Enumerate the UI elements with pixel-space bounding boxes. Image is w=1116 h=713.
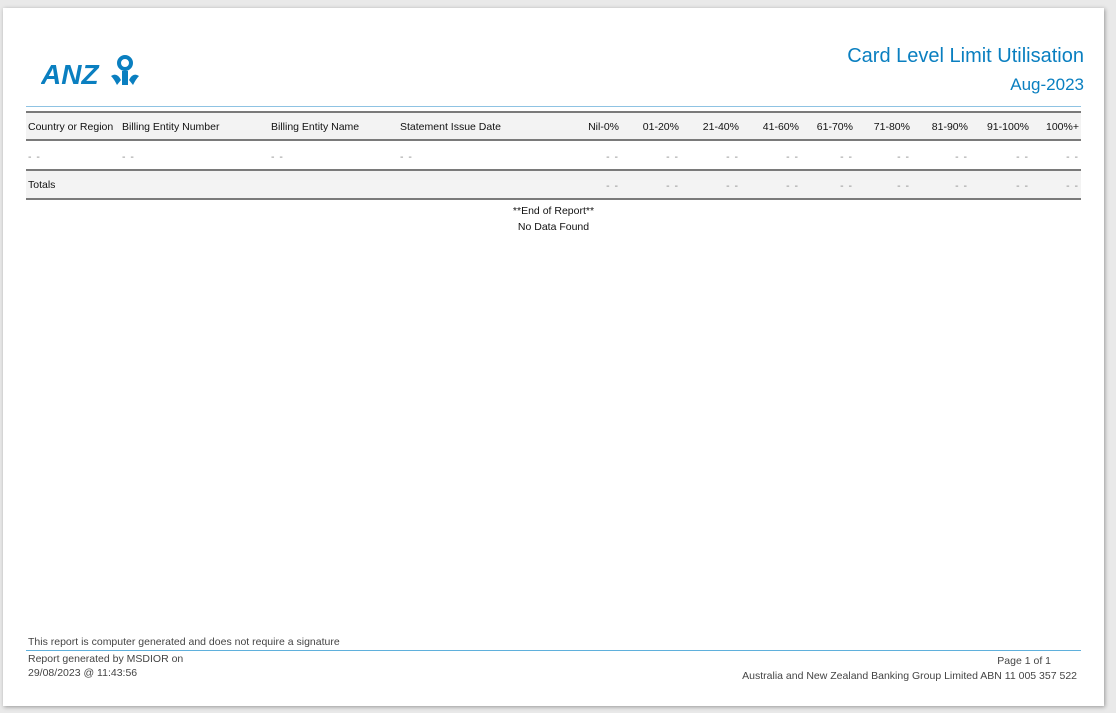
col-statement-issue-date: Statement Issue Date (400, 121, 501, 133)
footer-divider (26, 650, 1081, 651)
totals-cell: - - (1016, 180, 1029, 192)
table-header (26, 113, 1081, 140)
totals-cell: - - (955, 180, 968, 192)
divider (26, 169, 1081, 171)
table-cell: - - (400, 151, 413, 163)
col-billing-entity-number: Billing Entity Number (122, 121, 220, 133)
svg-text:ANZ: ANZ (41, 59, 99, 86)
col-71-80: 71-80% (873, 121, 910, 133)
table-cell: - - (1016, 151, 1029, 163)
totals-cell: - - (897, 180, 910, 192)
totals-row (26, 171, 1081, 198)
totals-label: Totals (28, 179, 56, 191)
col-100-plus: 100%+ (1046, 121, 1079, 133)
table-cell: - - (840, 151, 853, 163)
report-title: Card Level Limit Utilisation (847, 45, 1084, 67)
col-21-40: 21-40% (702, 121, 739, 133)
table-cell: - - (1066, 151, 1079, 163)
generated-by: Report generated by MSDIOR on (28, 653, 184, 665)
divider (26, 198, 1081, 200)
totals-cell: - - (786, 180, 799, 192)
end-of-report: **End of Report** (512, 205, 595, 217)
table-cell: - - (666, 151, 679, 163)
col-61-70: 61-70% (816, 121, 853, 133)
totals-cell: - - (1066, 180, 1079, 192)
totals-cell: - - (606, 180, 619, 192)
divider (26, 106, 1081, 107)
page-number: Page 1 of 1 (997, 655, 1051, 667)
company-info: Australia and New Zealand Banking Group … (742, 670, 1077, 682)
report-page: ANZ Card Level Limit Utilisation Aug-202… (3, 8, 1104, 706)
col-01-20: 01-20% (642, 121, 679, 133)
col-91-100: 91-100% (986, 121, 1029, 133)
table-cell: - - (786, 151, 799, 163)
col-billing-entity-name: Billing Entity Name (271, 121, 360, 133)
divider (26, 139, 1081, 141)
table-cell: - - (271, 151, 284, 163)
anz-logo: ANZ (40, 54, 143, 91)
table-cell: - - (28, 151, 41, 163)
col-nil-0: Nil-0% (588, 121, 619, 133)
table-cell: - - (955, 151, 968, 163)
totals-cell: - - (666, 180, 679, 192)
col-country: Country or Region (28, 121, 114, 133)
col-41-60: 41-60% (762, 121, 799, 133)
generated-at: 29/08/2023 @ 11:43:56 (28, 667, 138, 679)
disclaimer: This report is computer generated and do… (28, 636, 340, 648)
totals-cell: - - (726, 180, 739, 192)
table-cell: - - (606, 151, 619, 163)
table-cell: - - (122, 151, 135, 163)
report-period: Aug-2023 (1010, 75, 1084, 94)
totals-cell: - - (840, 180, 853, 192)
divider (26, 111, 1081, 113)
no-data-message: No Data Found (517, 221, 590, 233)
col-81-90: 81-90% (931, 121, 968, 133)
table-cell: - - (897, 151, 910, 163)
table-cell: - - (726, 151, 739, 163)
